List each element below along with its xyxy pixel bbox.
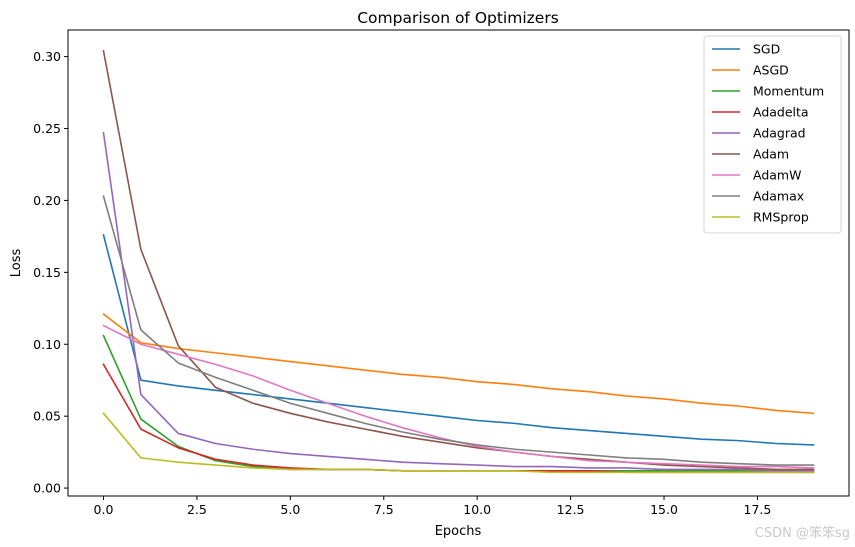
legend-label-adadelta: Adadelta <box>753 105 809 120</box>
y-tick-label: 0.00 <box>33 481 61 496</box>
x-tick-label: 12.5 <box>557 502 585 517</box>
x-tick-label: 15.0 <box>650 502 678 517</box>
y-axis-ticks: 0.00 0.05 0.10 0.15 0.20 0.25 0.30 <box>33 49 68 496</box>
x-tick-label: 5.0 <box>280 502 300 517</box>
y-tick-label: 0.15 <box>33 265 61 280</box>
legend-label-asgd: ASGD <box>753 63 789 78</box>
y-tick-label: 0.05 <box>33 409 61 424</box>
y-tick-label: 0.10 <box>33 337 61 352</box>
watermark: CSDN @笨笨sg <box>754 526 850 541</box>
legend-label-sgd: SGD <box>753 42 780 57</box>
legend: SGD ASGD Momentum Adadelta Adagrad Adam AdamW A… <box>703 35 842 234</box>
y-tick-label: 0.30 <box>33 49 61 64</box>
legend-label-adagrad: Adagrad <box>753 126 806 141</box>
series-line-rmsprop <box>102 412 815 474</box>
series-lines <box>102 49 815 474</box>
x-tick-label: 17.5 <box>744 502 772 517</box>
series-line-asgd <box>102 312 815 415</box>
series-line-adagrad <box>102 131 815 472</box>
x-axis-ticks: 0.0 2.5 5.0 7.5 10.0 12.5 15.0 17.5 <box>94 496 772 517</box>
x-tick-label: 7.5 <box>374 502 394 517</box>
x-tick-label: 10.0 <box>463 502 491 517</box>
series-line-adamax <box>102 195 815 466</box>
y-axis-label: Loss <box>9 249 24 278</box>
legend-box <box>703 35 842 234</box>
x-tick-label: 0.0 <box>94 502 114 517</box>
x-tick-label: 2.5 <box>187 502 207 517</box>
x-axis-label: Epochs <box>435 524 482 539</box>
plot-area-frame <box>67 29 850 497</box>
y-tick-label: 0.25 <box>33 121 61 136</box>
legend-label-momentum: Momentum <box>753 84 824 99</box>
series-line-sgd <box>102 233 815 446</box>
legend-label-rmsprop: RMSprop <box>753 210 809 225</box>
legend-label-adamax: Adamax <box>753 189 804 204</box>
series-line-adam <box>102 49 815 471</box>
y-tick-label: 0.20 <box>33 193 61 208</box>
legend-label-adamw: AdamW <box>753 168 801 183</box>
chart-title: Comparison of Optimizers <box>357 9 559 27</box>
legend-label-adam: Adam <box>753 147 789 162</box>
